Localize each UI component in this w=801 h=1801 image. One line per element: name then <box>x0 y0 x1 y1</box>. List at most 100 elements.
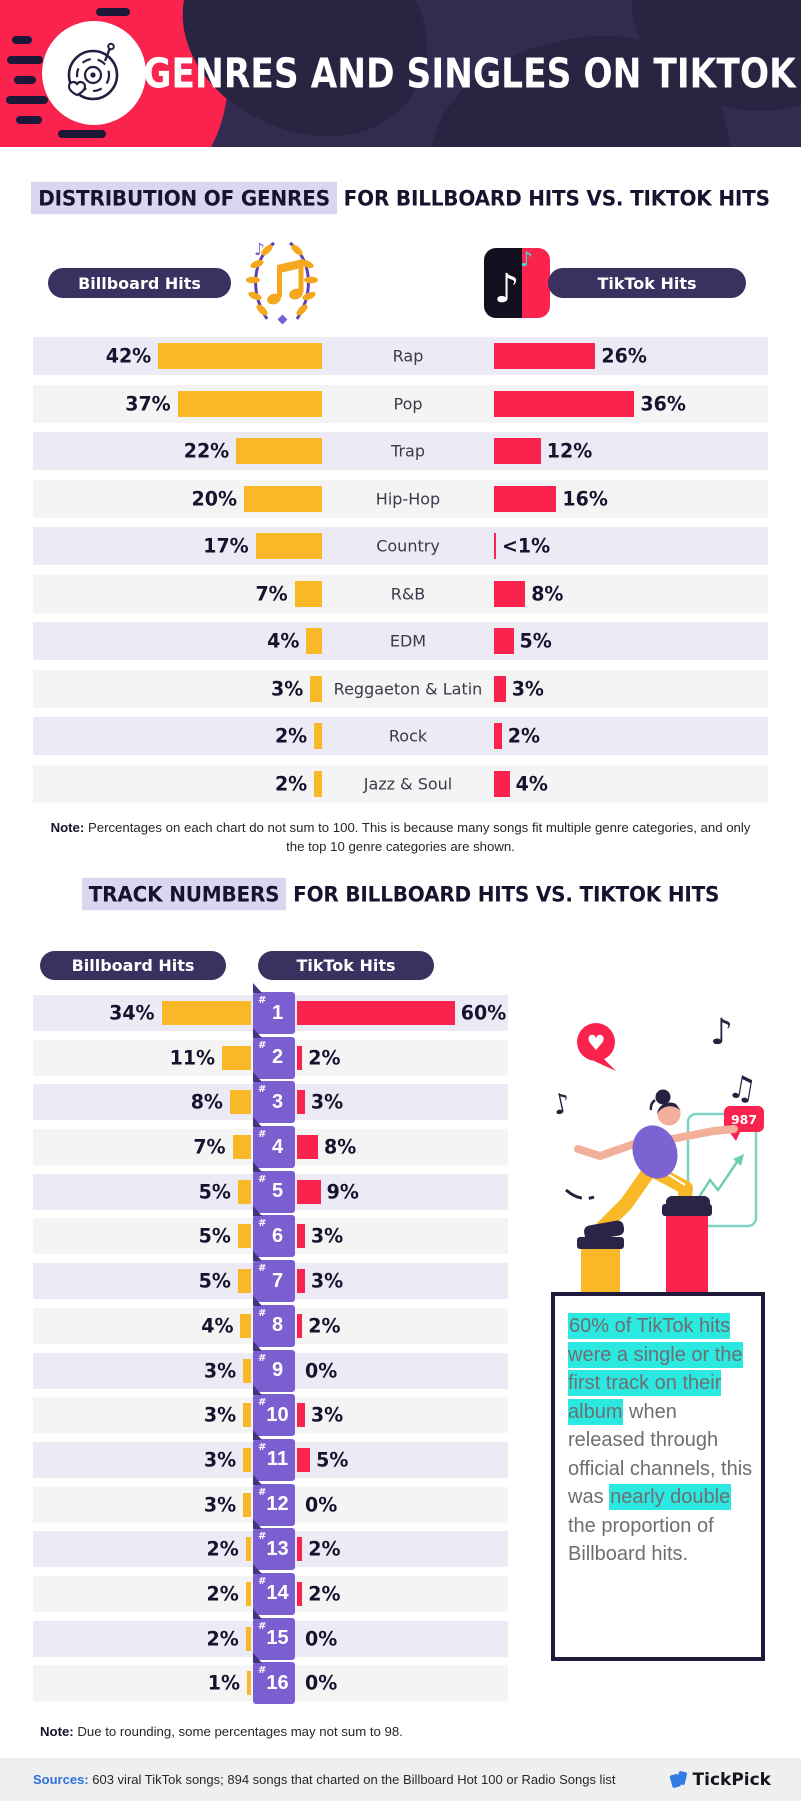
billboard-value-label: 20% <box>191 486 237 511</box>
tiktok-value-label: 0% <box>305 1627 338 1651</box>
tiktok-bar <box>494 390 635 417</box>
track-number-tile: #9 <box>253 1340 295 1392</box>
note-label: Note: <box>50 820 85 835</box>
climbing-illustration: ♥ ♪ ♪ ♫ 987 <box>538 1002 772 1294</box>
genre-row: 2% Rock 2% <box>33 717 768 755</box>
track-number: 9 <box>271 1359 284 1381</box>
genre-row: 2% Jazz & Soul 4% <box>33 764 768 803</box>
tiktok-value-label: 5% <box>519 629 552 653</box>
laurel-music-note-icon: ♪ <box>240 233 324 327</box>
billboard-bar <box>247 1671 251 1696</box>
billboard-bar <box>232 1135 251 1160</box>
tiktok-value-label: 8% <box>531 581 564 606</box>
billboard-value-label: 5% <box>198 1269 231 1293</box>
track-row: 3% #10 3% <box>33 1385 508 1437</box>
track-row: 8% #3 3% <box>33 1072 508 1124</box>
track-number-tile: #11 <box>253 1429 295 1481</box>
tiktok-bar <box>494 580 526 607</box>
genre-label: Pop <box>393 394 423 413</box>
sources-line: Sources: 603 viral TikTok songs; 894 son… <box>33 1772 615 1787</box>
tiktok-value-label: 2% <box>308 1537 341 1561</box>
tiktok-bar <box>297 1581 303 1606</box>
vinyl-record-icon <box>42 21 146 125</box>
billboard-bar <box>314 723 322 749</box>
billboard-value-label: 2% <box>206 1582 239 1606</box>
billboard-bar <box>236 438 322 464</box>
billboard-value-label: 3% <box>203 1403 237 1427</box>
tiktok-hits-legend: TikTok Hits <box>548 268 746 298</box>
billboard-value-label: 2% <box>274 724 308 748</box>
hash-symbol: # <box>258 1307 267 1319</box>
ticket-icon <box>669 1771 687 1788</box>
svg-text:♥: ♥ <box>587 1031 606 1055</box>
hash-symbol: # <box>258 1575 267 1587</box>
billboard-value-label: 34% <box>109 1001 155 1025</box>
track-number: 11 <box>266 1448 289 1471</box>
svg-text:♪: ♪ <box>710 1012 733 1053</box>
track-number: 16 <box>266 1671 289 1694</box>
billboard-bar <box>310 675 322 702</box>
track-number: 13 <box>266 1537 289 1560</box>
tiktok-value-label: 3% <box>310 1224 344 1248</box>
billboard-hits-label: Billboard Hits <box>71 956 195 975</box>
billboard-bar <box>314 770 322 797</box>
tile-fold <box>253 1608 262 1619</box>
hash-symbol: # <box>258 1084 267 1096</box>
tiktok-hits-label: TikTok Hits <box>296 956 396 975</box>
billboard-bar <box>161 1001 251 1025</box>
billboard-value-label: 22% <box>183 439 230 463</box>
hash-symbol: # <box>258 1441 267 1453</box>
genre-label: Trap <box>391 441 425 461</box>
billboard-bar <box>237 1179 251 1204</box>
hash-symbol: # <box>258 1486 267 1498</box>
track-number: 5 <box>271 1180 284 1203</box>
tiktok-value-label: 3% <box>310 1090 344 1114</box>
track-row: 7% #4 8% <box>33 1117 508 1169</box>
billboard-value-label: 37% <box>125 391 171 416</box>
genre-title-rest: FOR BILLBOARD HITS VS. TIKTOK HITS <box>336 185 770 211</box>
billboard-value-label: 5% <box>198 1180 231 1204</box>
tile-fold <box>253 1117 262 1128</box>
tickpick-logo: TickPick <box>669 1770 771 1790</box>
billboard-bar <box>294 580 322 607</box>
hash-symbol: # <box>258 1352 267 1364</box>
svg-text:♪: ♪ <box>254 240 265 260</box>
tiktok-value-label: 16% <box>562 486 608 511</box>
track-number: 6 <box>271 1224 284 1247</box>
hash-symbol: # <box>258 1397 267 1409</box>
tiktok-bar <box>494 533 496 559</box>
billboard-bar <box>244 485 322 512</box>
billboard-bar <box>243 1492 251 1517</box>
track-number-tile: #3 <box>253 1072 295 1124</box>
track-row: 2% #15 0% <box>33 1608 508 1660</box>
billboard-bar <box>255 533 322 559</box>
billboard-value-label: 8% <box>190 1090 223 1114</box>
genre-chart: 42% Rap 26% 37% Pop 36% 22% Trap 12% 20% Hip-Hop 16… <box>33 337 768 812</box>
tile-fold <box>253 983 262 993</box>
hash-symbol: # <box>258 1129 267 1141</box>
billboard-hits-label: Billboard Hits <box>78 273 201 293</box>
svg-text:♫: ♫ <box>725 1067 760 1109</box>
tiktok-bar <box>494 343 596 369</box>
billboard-value-label: 3% <box>271 676 304 701</box>
page-title: GENRES AND SINGLES ON TIKTOK <box>143 49 796 98</box>
track-title-highlight: TRACK NUMBERS <box>81 877 287 911</box>
tiktok-value-label: 2% <box>308 1046 341 1070</box>
tile-fold <box>253 1161 262 1172</box>
tile-fold <box>253 1519 262 1530</box>
billboard-bar <box>245 1537 251 1562</box>
billboard-value-label: 4% <box>267 629 300 653</box>
speed-dash <box>12 36 32 44</box>
tiktok-bar <box>297 1135 319 1160</box>
tiktok-value-label: 3% <box>511 676 544 701</box>
billboard-value-label: 7% <box>193 1135 226 1159</box>
track-row: 11% #2 2% <box>33 1027 508 1079</box>
hash-symbol: # <box>258 1218 267 1230</box>
tiktok-bar <box>297 1224 305 1249</box>
speed-dash <box>6 96 48 104</box>
header: GENRES AND SINGLES ON TIKTOK <box>0 0 801 147</box>
billboard-value-label: 4% <box>201 1314 234 1338</box>
tiktok-value-label: 0% <box>305 1358 338 1383</box>
track-number-tile: #7 <box>253 1251 295 1303</box>
